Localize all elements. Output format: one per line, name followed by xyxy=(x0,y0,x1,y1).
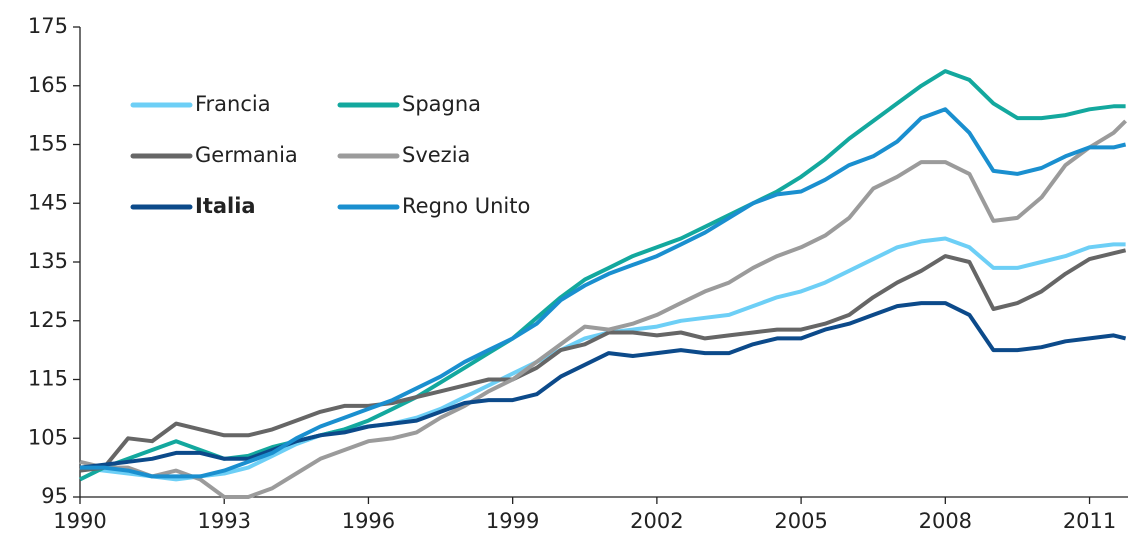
series-line xyxy=(80,107,1127,479)
series-line xyxy=(79,69,1126,482)
y-tick-label: 125 xyxy=(28,308,68,332)
x-tick-label: 1999 xyxy=(486,509,539,533)
x-tick-label: 1990 xyxy=(53,509,106,533)
legend-label: Germania xyxy=(195,143,298,167)
x-tick-label: 2002 xyxy=(630,509,683,533)
y-tick-label: 95 xyxy=(41,484,68,508)
y-tick-label: 165 xyxy=(28,73,68,97)
y-tick-label: 115 xyxy=(28,367,68,391)
legend-label: Italia xyxy=(195,194,256,218)
y-tick-label: 135 xyxy=(28,249,68,273)
y-tick-label: 155 xyxy=(28,132,68,156)
x-tick-label: 1993 xyxy=(197,509,250,533)
series-line xyxy=(79,119,1128,499)
x-tick-label: 2011 xyxy=(1063,509,1116,533)
legend-label: Spagna xyxy=(402,92,481,116)
series-line xyxy=(79,301,1127,470)
series-line xyxy=(79,248,1127,473)
y-tick-label: 145 xyxy=(28,190,68,214)
legend-label: Svezia xyxy=(402,143,470,167)
x-tick-label: 2005 xyxy=(774,509,827,533)
x-tick-label: 2008 xyxy=(919,509,972,533)
legend-label: Regno Unito xyxy=(402,194,530,218)
y-tick-label: 105 xyxy=(28,425,68,449)
x-tick-label: 1996 xyxy=(342,509,395,533)
legend-label: Francia xyxy=(195,92,271,116)
y-tick-label: 175 xyxy=(28,14,68,38)
